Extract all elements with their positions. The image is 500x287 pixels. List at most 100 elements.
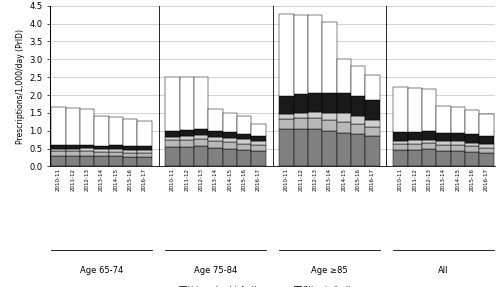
Bar	[52, 149, 66, 151]
Bar	[94, 156, 108, 166]
Bar	[436, 133, 450, 141]
Bar	[138, 150, 151, 153]
Bar	[123, 150, 138, 153]
Bar	[351, 134, 366, 166]
Bar	[123, 153, 138, 157]
Bar	[66, 108, 80, 145]
Bar	[480, 144, 494, 148]
Bar	[138, 146, 151, 150]
Bar	[237, 134, 252, 139]
Bar	[366, 100, 380, 120]
Bar	[208, 141, 222, 148]
Bar	[322, 22, 336, 93]
Bar	[436, 151, 450, 166]
Bar	[336, 59, 351, 93]
Bar	[80, 145, 94, 148]
Bar	[465, 152, 479, 166]
Bar	[66, 156, 80, 166]
Bar	[450, 146, 465, 151]
Bar	[194, 139, 208, 146]
Bar	[336, 122, 351, 133]
Bar	[436, 145, 450, 151]
Bar	[180, 140, 194, 147]
Bar	[394, 132, 407, 141]
Bar	[294, 113, 308, 118]
Bar	[194, 77, 208, 129]
Bar	[280, 114, 293, 119]
Bar	[280, 119, 293, 129]
Text: All: All	[438, 266, 448, 275]
Bar	[108, 156, 123, 166]
Bar	[422, 143, 436, 149]
Bar	[450, 133, 465, 141]
Bar	[294, 129, 308, 166]
Bar	[308, 15, 322, 92]
Bar	[351, 124, 366, 134]
Bar	[408, 150, 422, 166]
Bar	[166, 137, 179, 140]
Bar	[322, 120, 336, 131]
Bar	[66, 151, 80, 156]
Bar	[408, 144, 422, 150]
Bar	[252, 145, 266, 151]
Bar	[94, 146, 108, 149]
Bar	[336, 93, 351, 113]
Bar	[408, 140, 422, 144]
Bar	[208, 148, 222, 166]
Bar	[465, 143, 479, 146]
Bar	[322, 93, 336, 113]
Bar	[222, 142, 237, 149]
Bar	[294, 118, 308, 129]
Bar	[166, 131, 179, 137]
Bar	[280, 96, 293, 114]
Bar	[66, 145, 80, 149]
Bar	[180, 136, 194, 140]
Bar	[308, 112, 322, 118]
Bar	[280, 129, 293, 166]
Bar	[450, 107, 465, 133]
Bar	[336, 133, 351, 166]
Bar	[422, 131, 436, 140]
Bar	[94, 152, 108, 156]
Bar	[166, 147, 179, 166]
Bar	[180, 147, 194, 166]
Bar	[123, 146, 138, 150]
Bar	[294, 15, 308, 94]
Bar	[180, 130, 194, 136]
Bar	[222, 132, 237, 138]
Bar	[94, 117, 108, 146]
Bar	[422, 140, 436, 143]
Bar	[194, 135, 208, 139]
Bar	[52, 151, 66, 156]
Bar	[80, 156, 94, 166]
Bar	[465, 146, 479, 152]
Bar	[52, 107, 66, 145]
Bar	[80, 151, 94, 156]
Bar	[366, 127, 380, 136]
Bar	[80, 108, 94, 145]
Bar	[208, 131, 222, 137]
Text: Age 75-84: Age 75-84	[194, 266, 237, 275]
Text: Age 65-74: Age 65-74	[80, 266, 123, 275]
Bar	[480, 152, 494, 166]
Bar	[408, 132, 422, 140]
Y-axis label: Prescriptions/1,000/day (PrID): Prescriptions/1,000/day (PrID)	[16, 29, 25, 144]
Bar	[308, 118, 322, 129]
Bar	[366, 120, 380, 127]
Bar	[252, 124, 266, 136]
Bar	[123, 119, 138, 146]
Bar	[237, 144, 252, 150]
Bar	[166, 140, 179, 147]
Bar	[94, 149, 108, 152]
Bar	[450, 151, 465, 166]
Bar	[351, 96, 366, 116]
Bar	[294, 94, 308, 113]
Bar	[394, 144, 407, 150]
Bar	[252, 136, 266, 141]
Bar	[408, 88, 422, 132]
Bar	[52, 145, 66, 149]
Bar	[394, 141, 407, 144]
Bar	[480, 114, 494, 136]
Bar	[194, 146, 208, 166]
Bar	[450, 141, 465, 146]
